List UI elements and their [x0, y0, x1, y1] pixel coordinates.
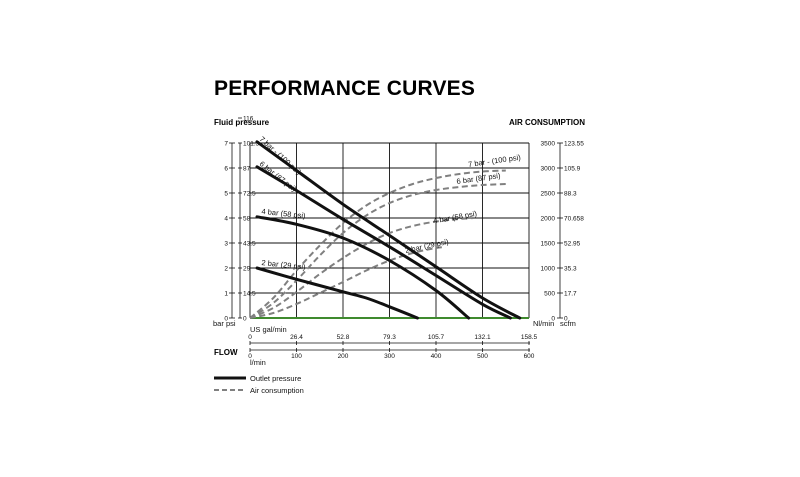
air-label-4bar: 4 bar (58 psi) [432, 209, 478, 226]
legend-outlet-label: Outlet pressure [250, 374, 301, 383]
outlet-line-2bar [255, 266, 419, 320]
gal-tick-label: 79.3 [383, 334, 396, 341]
air-label-7bar: 7 bar - (100 psi) [468, 153, 522, 169]
lmin-tick-label: 300 [384, 353, 395, 360]
lmin-tick-label: 600 [524, 353, 535, 360]
psi-tick-label: 72.5 [243, 190, 256, 197]
psi-tick-label: 29 [243, 265, 251, 272]
plot-grid [249, 142, 530, 319]
left-unit-bar: bar [213, 319, 224, 328]
air-line-7bar [249, 169, 506, 319]
gal-tick-label: 105.7 [428, 334, 445, 341]
x-unit-gal: US gal/min [250, 325, 287, 334]
legend-air-label: Air consumption [250, 386, 304, 395]
air-line-6bar [249, 183, 506, 319]
outlet-line-7bar [255, 140, 522, 320]
air-line-4bar [249, 217, 474, 319]
left-axis-title: Fluid pressure [214, 118, 270, 127]
scfm-tick-label: 35.3 [564, 265, 577, 272]
scfm-tick-label: 17.7 [564, 290, 577, 297]
bar-tick-label: 7 [224, 140, 228, 147]
bar-tick-label: 4 [224, 215, 228, 222]
bar-tick-label: 3 [224, 240, 228, 247]
gal-tick-label: 158.5 [521, 334, 538, 341]
psi-tick-label: 116 [243, 115, 254, 122]
lmin-tick-label: 0 [248, 353, 252, 360]
bar-tick-label: 5 [224, 190, 228, 197]
nl-tick-label: 1500 [541, 240, 556, 247]
nl-tick-label: 500 [544, 290, 555, 297]
bar-tick-label: 0 [224, 315, 228, 322]
nl-tick-label: 1000 [541, 265, 556, 272]
bar-tick-label: 1 [224, 290, 228, 297]
scfm-tick-label: 88.3 [564, 190, 577, 197]
scfm-tick-label: 52.95 [564, 240, 581, 247]
psi-tick-label: 14.5 [243, 290, 256, 297]
scfm-tick-label: 70.658 [564, 215, 584, 222]
lmin-tick-label: 200 [338, 353, 349, 360]
right-unit-nl: Nl/min [533, 319, 554, 328]
bar-tick-label: 6 [224, 165, 228, 172]
air-line-2bar [249, 246, 446, 319]
axis-ticks: 0 1 2 3 4 5 6 7 0 14.5 29 43.5 58 72.5 87 101.5 116 0 0 500… [224, 115, 584, 360]
nl-tick-label: 3000 [541, 165, 556, 172]
air-consumption-curves [249, 169, 506, 319]
right-axis-title: AIR CONSUMPTION [509, 118, 585, 127]
gal-tick-label: 26.4 [290, 334, 303, 341]
gal-tick-label: 132.1 [474, 334, 491, 341]
x-unit-lmin: l/min [250, 358, 266, 367]
lmin-tick-label: 400 [431, 353, 442, 360]
gal-tick-label: 52.8 [337, 334, 350, 341]
psi-tick-label: 43.5 [243, 240, 256, 247]
nl-tick-label: 2500 [541, 190, 556, 197]
scfm-tick-label: 0 [564, 315, 568, 322]
bar-tick-label: 2 [224, 265, 228, 272]
scfm-tick-label: 123.55 [564, 140, 584, 147]
nl-tick-label: 0 [551, 315, 555, 322]
lmin-tick-label: 100 [291, 353, 302, 360]
psi-tick-label: 101.5 [243, 140, 260, 147]
outlet-line-6bar [255, 165, 512, 320]
nl-tick-label: 2000 [541, 215, 556, 222]
nl-tick-label: 3500 [541, 140, 556, 147]
scfm-tick-label: 105.9 [564, 165, 581, 172]
psi-tick-label: 58 [243, 215, 251, 222]
right-unit-scfm: scfm [560, 319, 576, 328]
left-unit-psi: psi [226, 319, 236, 328]
air-label-2bar: 2 bar (29 psi) [404, 237, 450, 255]
psi-tick-label: 87 [243, 165, 251, 172]
psi-tick-label: 0 [243, 315, 247, 322]
flow-label: FLOW [214, 348, 238, 357]
lmin-tick-label: 500 [477, 353, 488, 360]
chart-title: PERFORMANCE CURVES [214, 77, 475, 100]
outlet-line-4bar [255, 215, 471, 320]
outlet-pressure-curves [255, 140, 522, 320]
gal-tick-label: 0 [248, 334, 252, 341]
